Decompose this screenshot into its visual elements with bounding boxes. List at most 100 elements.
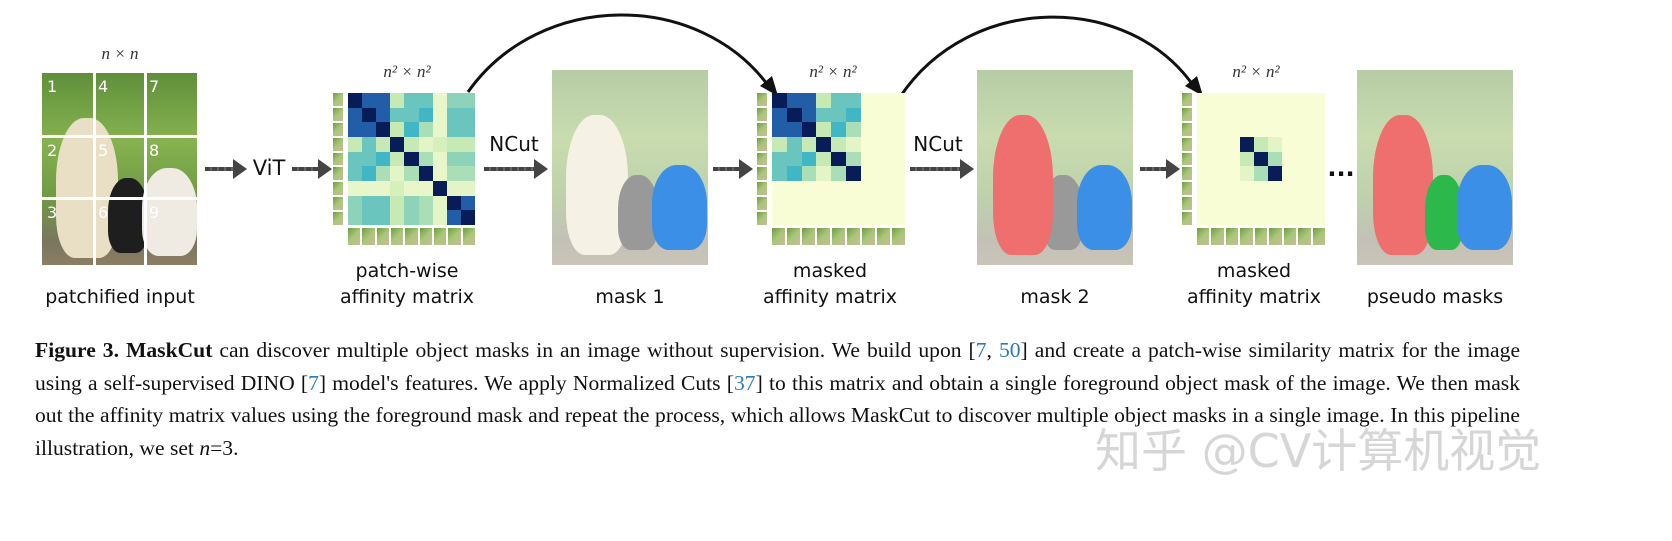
masked-label-3: masked <box>1216 260 1292 282</box>
masked-label-1: masked <box>792 260 868 282</box>
matrix-cell <box>460 137 475 152</box>
matrix-cell <box>376 195 391 211</box>
matrix-cell <box>446 137 461 152</box>
matrix-cell <box>1296 122 1311 137</box>
matrix-cell <box>390 151 405 167</box>
matrix-cell <box>1268 195 1283 211</box>
matrix-cell <box>362 122 377 137</box>
matrix-cell <box>831 210 846 225</box>
matrix-cell <box>860 166 876 181</box>
matrix-cell <box>348 181 363 196</box>
caption-text: ] to this matrix and obtain a single for… <box>35 370 1520 460</box>
mask-region <box>1373 115 1433 255</box>
matrix-cell <box>1197 137 1212 152</box>
vit-label: ViT <box>252 156 286 180</box>
matrix-cell <box>1197 122 1212 137</box>
matrix-cell <box>376 166 391 181</box>
pseudo-masks-image <box>1357 70 1513 265</box>
matrix-cell <box>446 181 461 196</box>
matrix-cell <box>446 93 461 108</box>
masked-label-2: affinity matrix <box>762 286 898 308</box>
matrix-cell <box>362 210 377 225</box>
matrix-cell <box>362 107 377 123</box>
matrix-cell <box>1296 210 1311 225</box>
matrix-cell <box>390 122 405 137</box>
matrix-cell <box>786 122 802 137</box>
mask-1-label: mask 1 <box>595 286 665 308</box>
matrix-cell <box>446 107 461 123</box>
matrix-cell <box>831 93 846 108</box>
matrix-cell <box>432 151 447 167</box>
caption-text: =3. <box>210 435 239 460</box>
matrix-cell <box>376 93 391 108</box>
matrix-cell <box>845 137 861 152</box>
matrix-cell <box>786 137 802 152</box>
matrix-cell <box>376 122 391 137</box>
caption-text: can discover multiple object masks in an… <box>212 338 976 362</box>
matrix-cell <box>772 181 787 196</box>
arrow-right-icon <box>910 159 974 179</box>
matrix-cell <box>460 166 475 181</box>
matrix-cell <box>460 195 475 211</box>
matrix-cell <box>390 93 405 108</box>
citation-link[interactable]: 37 <box>733 370 756 395</box>
matrix-cell <box>786 210 802 225</box>
matrix-cell <box>1296 151 1311 167</box>
matrix-cell <box>786 195 802 211</box>
golden-dog <box>56 118 118 258</box>
matrix-cell <box>390 210 405 225</box>
matrix-cell <box>418 137 433 152</box>
matrix-cell <box>432 93 447 108</box>
matrix-cell <box>1268 137 1283 152</box>
mask-region <box>1077 165 1132 250</box>
matrix-cell <box>1282 210 1297 225</box>
caption-text: ] model's features. We apply Normalized … <box>318 370 734 395</box>
matrix-cell <box>772 166 787 181</box>
matrix-cell <box>1253 93 1269 108</box>
matrix-cell <box>418 122 433 137</box>
matrix-cell <box>432 181 447 196</box>
matrix-cell <box>890 151 905 167</box>
matrix-cell <box>1225 166 1240 181</box>
matrix-cell <box>404 137 419 152</box>
matrix-cell <box>1268 107 1283 123</box>
patch-number: 2 <box>47 141 58 160</box>
matrix-cell <box>362 93 377 108</box>
matrix-cell <box>772 107 787 123</box>
matrix-cell <box>1253 166 1269 181</box>
matrix-cell <box>390 107 405 123</box>
matrix-cell <box>1211 195 1226 211</box>
matrix-cell <box>1310 137 1325 152</box>
matrix-cell <box>348 93 363 108</box>
citation-link[interactable]: 7 <box>975 338 987 362</box>
matrix-cell <box>875 210 891 225</box>
method-name: MaskCut <box>126 338 213 362</box>
matrix-cell <box>1239 166 1254 181</box>
citation-link[interactable]: 7 <box>308 370 319 395</box>
matrix-cell <box>1239 122 1254 137</box>
affinity-label-2: affinity matrix <box>339 286 475 308</box>
matrix-cell <box>446 151 461 167</box>
matrix-cell <box>860 181 876 196</box>
matrix-cell <box>845 107 861 123</box>
matrix-cell <box>1239 195 1254 211</box>
matrix-cell <box>348 122 363 137</box>
matrix-cell <box>845 195 861 211</box>
matrix-cell <box>1268 210 1283 225</box>
matrix-cell <box>432 107 447 123</box>
matrix-cell <box>816 93 832 108</box>
matrix-cell <box>390 181 405 196</box>
matrix-cell <box>390 195 405 211</box>
matrix-cell <box>831 195 846 211</box>
matrix-cell <box>772 137 787 152</box>
skip-arrow-2-head <box>1185 76 1203 96</box>
input-dim-label: n × n <box>101 44 139 63</box>
matrix-cell <box>1310 210 1325 225</box>
matrix-cell <box>1253 210 1269 225</box>
matrix-cell <box>1239 210 1254 225</box>
patch-number: 8 <box>149 141 160 160</box>
citation-link[interactable]: 50 <box>998 338 1021 362</box>
matrix-cell <box>1296 195 1311 211</box>
patch-number: 9 <box>149 203 160 222</box>
matrix-dim-label: n² × n² <box>809 62 857 81</box>
